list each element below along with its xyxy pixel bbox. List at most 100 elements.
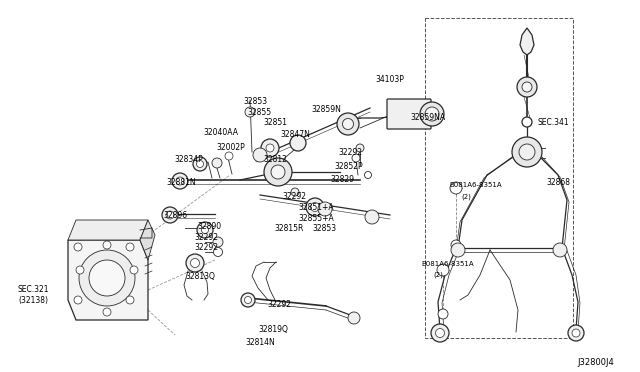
Text: 32859NA: 32859NA <box>410 113 445 122</box>
Text: 32847N: 32847N <box>280 130 310 139</box>
Text: 32851: 32851 <box>263 118 287 127</box>
Circle shape <box>74 296 82 304</box>
Circle shape <box>337 113 359 135</box>
Circle shape <box>451 240 461 250</box>
Text: B081A6-8351A: B081A6-8351A <box>449 182 502 188</box>
Text: 32851+A: 32851+A <box>298 203 333 212</box>
Text: 32859N: 32859N <box>311 105 341 114</box>
Text: 32834P: 32834P <box>174 155 203 164</box>
Circle shape <box>103 241 111 249</box>
Circle shape <box>306 198 324 216</box>
Circle shape <box>356 144 364 152</box>
Text: 32890: 32890 <box>197 222 221 231</box>
Text: 32814N: 32814N <box>245 338 275 347</box>
Circle shape <box>214 247 223 257</box>
Text: 32292: 32292 <box>194 243 218 252</box>
Circle shape <box>79 250 135 306</box>
Circle shape <box>191 259 200 267</box>
Text: 32815R: 32815R <box>274 224 303 233</box>
Circle shape <box>342 119 353 129</box>
Circle shape <box>202 227 209 234</box>
Text: 32881N: 32881N <box>166 178 196 187</box>
Circle shape <box>352 154 360 162</box>
Circle shape <box>450 182 462 194</box>
Text: 32896: 32896 <box>163 211 187 220</box>
Text: 32853: 32853 <box>243 97 267 106</box>
Circle shape <box>568 325 584 341</box>
Circle shape <box>245 107 255 117</box>
Circle shape <box>438 309 448 319</box>
Text: 34103P: 34103P <box>375 75 404 84</box>
Text: 32855+A: 32855+A <box>298 214 333 223</box>
Circle shape <box>290 135 306 151</box>
Circle shape <box>176 177 184 185</box>
Polygon shape <box>68 240 148 320</box>
Polygon shape <box>140 220 155 260</box>
Circle shape <box>241 293 255 307</box>
Text: 32855: 32855 <box>247 108 271 117</box>
Circle shape <box>225 152 233 160</box>
Text: 32852P: 32852P <box>334 162 363 171</box>
Text: 32819Q: 32819Q <box>258 325 288 334</box>
Bar <box>425 18 573 338</box>
Circle shape <box>76 266 84 274</box>
Circle shape <box>271 165 285 179</box>
Circle shape <box>244 296 252 304</box>
Circle shape <box>310 202 319 212</box>
Circle shape <box>126 296 134 304</box>
Circle shape <box>365 210 379 224</box>
Circle shape <box>425 107 439 121</box>
Circle shape <box>431 324 449 342</box>
Text: SEC.341: SEC.341 <box>538 118 570 127</box>
Text: 32292: 32292 <box>267 300 291 309</box>
Circle shape <box>435 328 445 337</box>
Circle shape <box>420 102 444 126</box>
Text: (32138): (32138) <box>18 296 48 305</box>
Circle shape <box>193 157 207 171</box>
Text: 32829: 32829 <box>330 175 354 184</box>
Text: 32292: 32292 <box>194 233 218 242</box>
Polygon shape <box>520 28 534 55</box>
Text: 32002P: 32002P <box>216 143 244 152</box>
Polygon shape <box>68 220 148 240</box>
Text: SEC.321: SEC.321 <box>18 285 49 294</box>
Text: 32868: 32868 <box>546 178 570 187</box>
Circle shape <box>522 82 532 92</box>
Circle shape <box>162 207 178 223</box>
Text: 32292: 32292 <box>282 192 306 201</box>
Circle shape <box>213 237 223 247</box>
Circle shape <box>517 77 537 97</box>
Text: 32040AA: 32040AA <box>203 128 238 137</box>
Circle shape <box>291 188 299 196</box>
Text: (2): (2) <box>461 193 471 199</box>
Text: B081A6-8351A: B081A6-8351A <box>421 261 474 267</box>
Circle shape <box>196 160 204 167</box>
Circle shape <box>519 144 535 160</box>
Text: J32800J4: J32800J4 <box>577 358 614 367</box>
Circle shape <box>365 171 371 179</box>
Circle shape <box>197 222 213 238</box>
Circle shape <box>89 260 125 296</box>
Circle shape <box>522 117 532 127</box>
Text: 32292: 32292 <box>338 148 362 157</box>
Circle shape <box>553 243 567 257</box>
FancyBboxPatch shape <box>387 99 431 129</box>
Circle shape <box>572 329 580 337</box>
Circle shape <box>74 243 82 251</box>
Text: (2): (2) <box>433 272 443 279</box>
Circle shape <box>253 148 267 162</box>
Circle shape <box>348 312 360 324</box>
Circle shape <box>103 308 111 316</box>
Text: 32812: 32812 <box>263 155 287 164</box>
Circle shape <box>318 202 332 216</box>
Circle shape <box>126 243 134 251</box>
Text: 32853: 32853 <box>312 224 336 233</box>
Circle shape <box>186 254 204 272</box>
Circle shape <box>172 173 188 189</box>
Circle shape <box>437 264 449 276</box>
Circle shape <box>512 137 542 167</box>
Bar <box>515 147 539 158</box>
Circle shape <box>166 211 174 219</box>
Circle shape <box>266 144 274 152</box>
Circle shape <box>264 158 292 186</box>
